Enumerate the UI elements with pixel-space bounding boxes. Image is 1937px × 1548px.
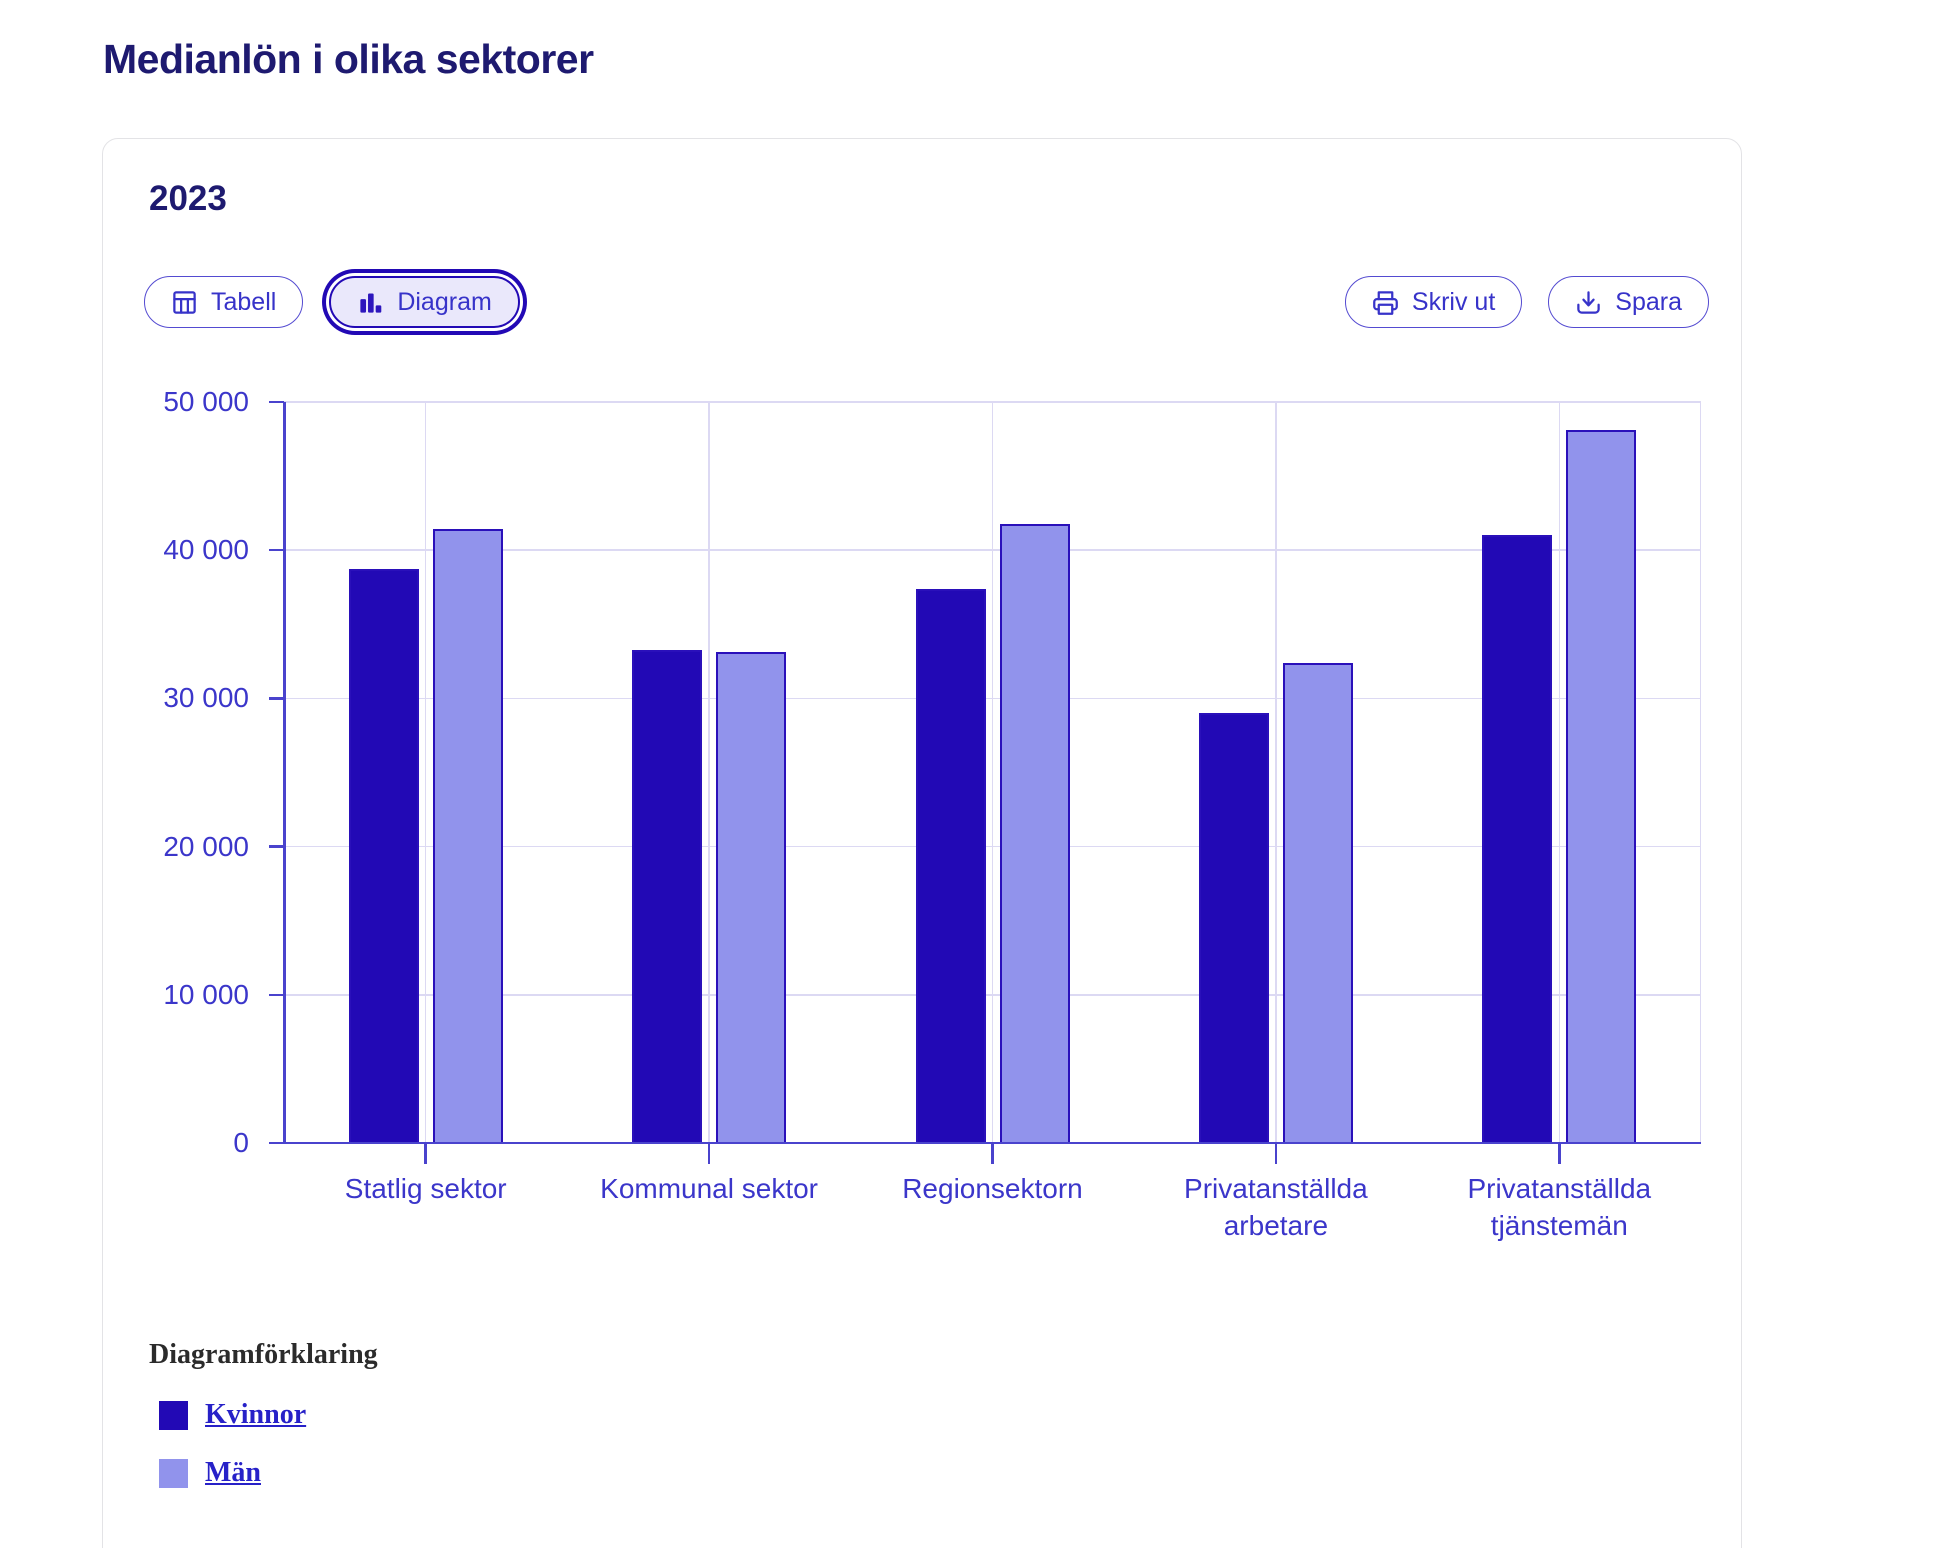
print-button[interactable]: Skriv ut — [1344, 276, 1523, 328]
print-label: Skriv ut — [1411, 287, 1496, 316]
bar-kvinnor-kommunal-sektor[interactable] — [632, 649, 703, 1143]
diagram-view-button[interactable]: Diagram — [329, 276, 520, 328]
page-title: Medianlön i olika sektorer — [103, 36, 594, 82]
table-view-label: Tabell — [211, 287, 277, 316]
legend-swatch-m-n — [159, 1458, 188, 1488]
bar-m-n-regionsektorn[interactable] — [999, 523, 1070, 1143]
y-axis-tick-label: 40 000 — [163, 534, 249, 566]
x-axis-tick — [707, 1143, 711, 1164]
legend-heading: Diagramförklaring — [149, 1339, 378, 1370]
plot-right-edge-line — [1699, 402, 1701, 1143]
y-axis-tick-label: 10 000 — [163, 978, 249, 1010]
x-axis-tick — [991, 1143, 994, 1164]
save-label: Spara — [1615, 287, 1682, 316]
category-label-statlig-sektor: Statlig sektor — [344, 1173, 507, 1204]
bar-chart: 0 10 000 20 000 30 000 40 000 50 000 Statlig s… — [163, 386, 1701, 1241]
bar-kvinnor-regionsektorn[interactable] — [915, 588, 986, 1143]
printer-icon — [1372, 289, 1399, 316]
bar-chart-icon — [357, 289, 384, 316]
y-axis-tick — [269, 400, 284, 404]
y-axis-tick-label: 20 000 — [163, 830, 249, 862]
bar-m-n-statlig-sektor[interactable] — [432, 529, 503, 1143]
y-axis-tick — [269, 697, 284, 700]
y-axis-tick-label: 50 000 — [163, 386, 249, 417]
bar-kvinnor-privatanst-llda-tj-nstem-n[interactable] — [1482, 535, 1553, 1143]
bar-kvinnor-privatanst-llda-arbetare[interactable] — [1198, 713, 1269, 1143]
action-button-group: Skriv ut Spara — [1344, 276, 1709, 328]
chart-legend: Diagramförklaring Kvinnor Män — [149, 1339, 378, 1515]
legend-swatch-kvinnor — [159, 1400, 188, 1430]
legend-link-kvinnor[interactable]: Kvinnor — [205, 1399, 307, 1430]
bar-m-n-kommunal-sektor[interactable] — [716, 652, 787, 1143]
toolbar: Tabell Diagram — [144, 276, 1709, 328]
x-axis-line — [283, 1141, 1701, 1144]
category-gridline — [1275, 402, 1277, 1143]
category-label-regionsektorn: Regionsektorn — [902, 1173, 1083, 1204]
diagram-view-label: Diagram — [397, 287, 492, 316]
category-label-kommunal-sektor: Kommunal sektor — [600, 1173, 819, 1204]
table-icon — [171, 289, 198, 316]
category-gridline — [991, 402, 994, 1143]
view-toggle-group: Tabell Diagram — [144, 276, 520, 328]
y-axis-tick — [269, 845, 284, 848]
bar-m-n-privatanst-llda-tj-nstem-n[interactable] — [1566, 430, 1637, 1143]
table-view-button[interactable]: Tabell — [144, 276, 304, 328]
y-axis-line — [283, 402, 286, 1143]
y-axis-tick-label: 0 — [233, 1127, 249, 1158]
legend-item-m-n: Män — [159, 1457, 378, 1489]
category-label-privatanst-llda-tj-nstem-n: Privatanställda tjänstemän — [1467, 1173, 1652, 1241]
statistics-card: 2023 Tabell — [102, 138, 1742, 1548]
download-icon — [1575, 289, 1602, 316]
x-axis-tick — [424, 1143, 427, 1164]
save-button[interactable]: Spara — [1548, 276, 1709, 328]
x-axis-tick — [1558, 1143, 1561, 1164]
y-axis-tick-label: 30 000 — [163, 682, 249, 714]
y-axis-tick — [269, 1141, 284, 1145]
category-gridline — [708, 402, 710, 1143]
legend-item-kvinnor: Kvinnor — [159, 1399, 378, 1431]
x-axis-tick — [1274, 1143, 1278, 1164]
category-gridline — [424, 402, 427, 1143]
category-gridline — [1558, 402, 1561, 1143]
y-axis-tick — [269, 548, 284, 552]
bar-kvinnor-statlig-sektor[interactable] — [348, 569, 419, 1143]
year-heading: 2023 — [149, 179, 227, 218]
y-axis-tick — [269, 993, 284, 997]
legend-link-m-n[interactable]: Män — [205, 1457, 261, 1488]
bar-m-n-privatanst-llda-arbetare[interactable] — [1282, 662, 1353, 1143]
category-label-privatanst-llda-arbetare: Privatanställda arbetare — [1184, 1173, 1368, 1241]
